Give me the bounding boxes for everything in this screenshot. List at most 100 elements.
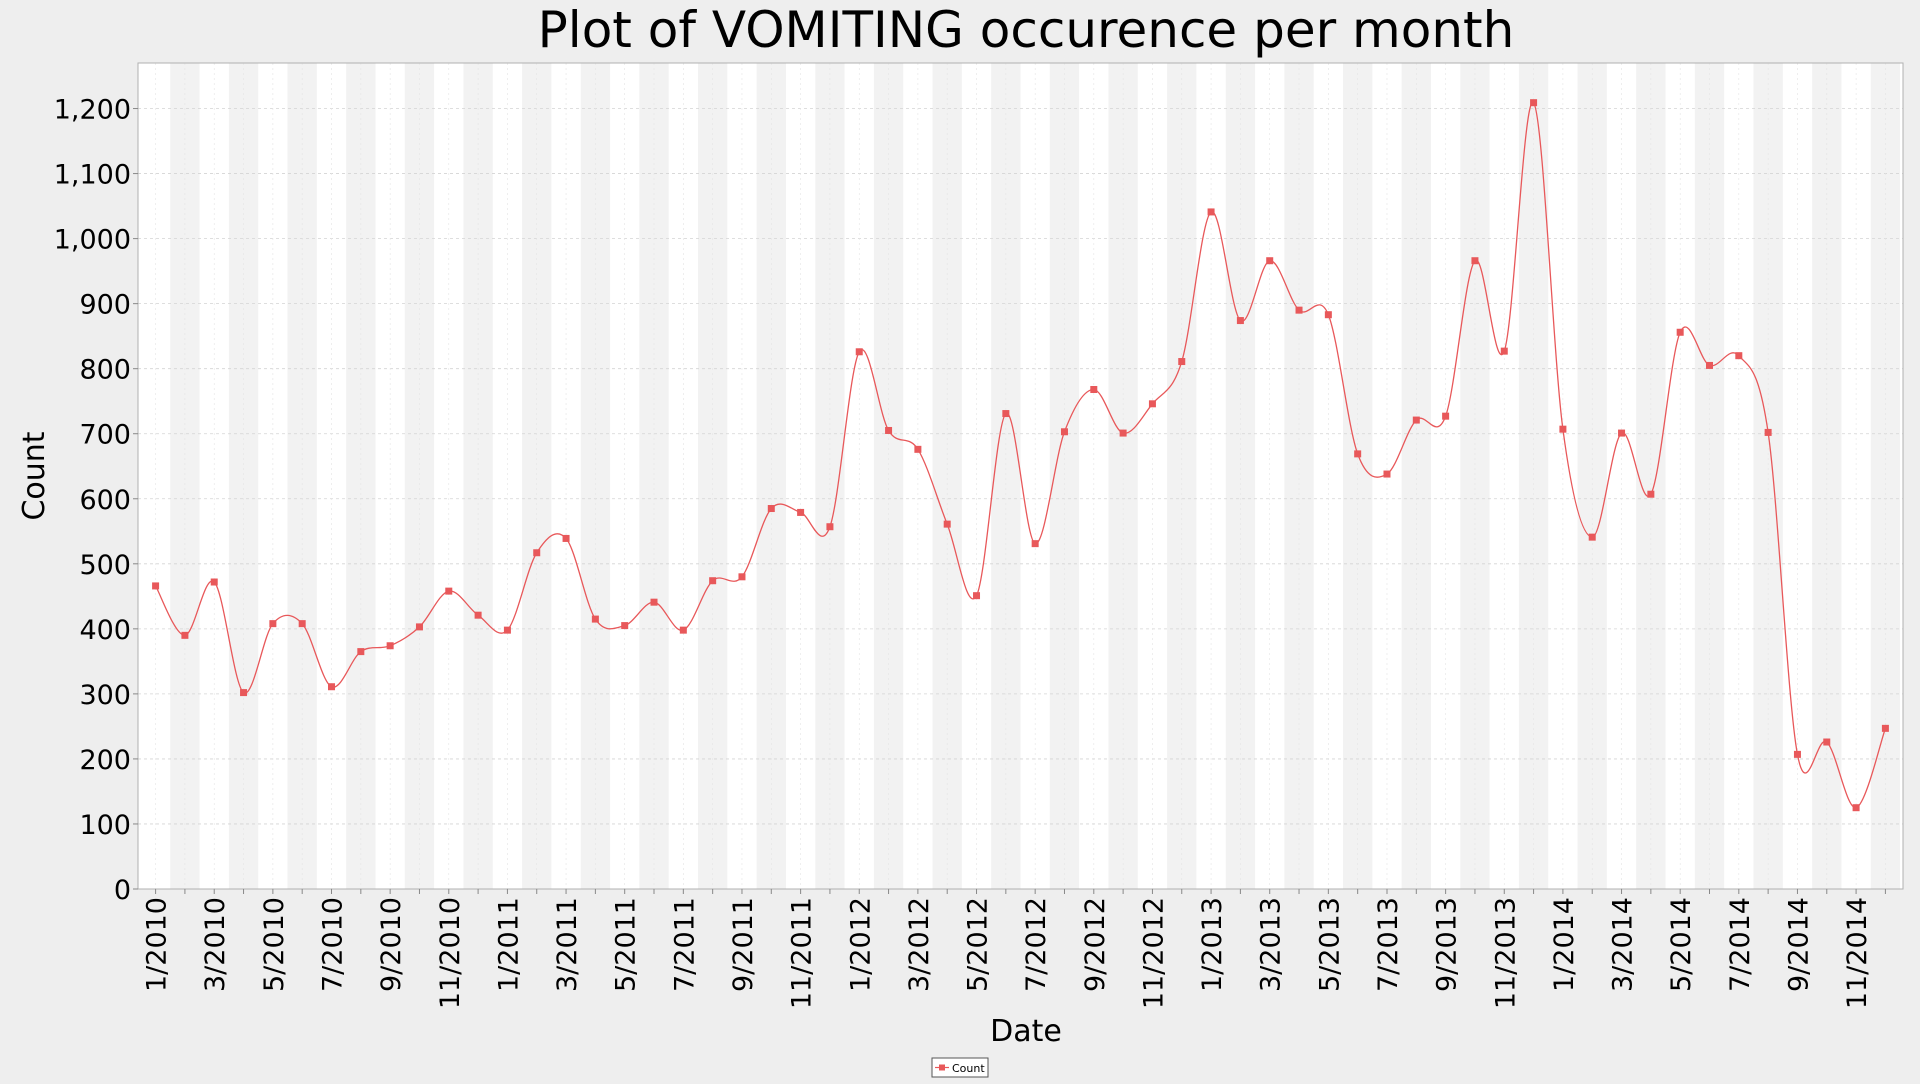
data-point [1618, 429, 1626, 437]
data-point [679, 626, 687, 634]
month-band [580, 63, 611, 889]
y-tick-label: 0 [114, 875, 131, 906]
data-point [1236, 317, 1244, 325]
data-point [1588, 533, 1596, 541]
legend-label: Count [952, 1062, 985, 1075]
month-band [170, 63, 200, 889]
data-point [767, 505, 775, 513]
x-tick-label: 5/2013 [1314, 897, 1345, 992]
x-tick-label: 11/2014 [1842, 897, 1873, 1009]
month-band [1694, 63, 1725, 889]
x-tick-label: 9/2012 [1080, 897, 1111, 992]
month-band [463, 63, 493, 889]
y-tick-label: 600 [79, 485, 131, 516]
data-point [1676, 328, 1684, 336]
x-tick-label: 5/2012 [963, 897, 994, 992]
y-axis-ticks: 0 100 200 300 400 500 600 700 800 900 1,000 1,100 1,… [54, 95, 138, 906]
data-point [826, 523, 834, 531]
data-point [943, 520, 951, 528]
data-point [1324, 311, 1332, 319]
x-tick-label: 3/2014 [1608, 897, 1639, 992]
x-tick-label: 1/2014 [1549, 897, 1580, 992]
data-point [1207, 208, 1215, 216]
x-tick-label: 1/2011 [493, 897, 524, 992]
month-band [1460, 63, 1490, 889]
data-point [503, 626, 511, 634]
data-point [1178, 358, 1186, 366]
data-point [328, 683, 336, 691]
data-point [1383, 470, 1391, 478]
month-band [228, 63, 259, 889]
x-tick-label: 7/2010 [318, 897, 349, 992]
data-point [1412, 416, 1420, 424]
data-point [562, 534, 570, 542]
data-point [709, 577, 717, 585]
month-band [1225, 63, 1256, 889]
data-point [855, 348, 863, 356]
month-band [404, 63, 435, 889]
data-point [1295, 306, 1303, 314]
y-axis-label: Count [17, 431, 52, 520]
x-tick-label: 7/2012 [1021, 897, 1052, 992]
data-point [240, 689, 248, 697]
x-tick-label: 5/2014 [1666, 897, 1697, 992]
data-point [1266, 257, 1274, 265]
legend-marker-swatch [939, 1064, 945, 1071]
month-band [873, 63, 904, 889]
data-point [357, 648, 365, 656]
data-point [269, 620, 277, 628]
month-band [1343, 63, 1373, 889]
x-tick-label: 7/2013 [1373, 897, 1404, 992]
data-point [210, 578, 218, 586]
data-point [1881, 724, 1889, 732]
month-band [287, 63, 317, 889]
y-tick-label: 400 [79, 615, 131, 646]
data-point [650, 598, 658, 606]
data-point [738, 573, 746, 581]
x-tick-label: 3/2012 [904, 897, 935, 992]
data-point [885, 426, 893, 434]
data-point [181, 631, 189, 639]
data-point [1060, 428, 1068, 436]
x-axis-ticks: 1/2010 3/2010 5/2010 7/2010 9/2010 11/2010 1/2… [142, 889, 1886, 1009]
y-tick-label: 900 [79, 290, 131, 321]
data-point [1530, 99, 1538, 107]
data-point [1148, 400, 1156, 408]
data-point [415, 623, 423, 631]
data-point [1852, 804, 1860, 812]
x-tick-label: 9/2010 [376, 897, 407, 992]
y-tick-label: 100 [79, 810, 131, 841]
month-band [1284, 63, 1314, 889]
data-point [1793, 750, 1801, 758]
data-point [1764, 428, 1772, 436]
data-point [152, 582, 160, 590]
data-point [1823, 738, 1831, 746]
month-band [1518, 63, 1549, 889]
data-point [1031, 540, 1039, 548]
y-tick-label: 300 [79, 680, 131, 711]
data-point [445, 587, 453, 595]
y-tick-label: 500 [79, 550, 131, 581]
x-tick-label: 9/2013 [1432, 897, 1463, 992]
data-point [1500, 347, 1508, 355]
y-tick-label: 800 [79, 355, 131, 386]
plot-border [137, 62, 1904, 890]
x-tick-label: 11/2011 [787, 897, 818, 1009]
data-point [386, 642, 394, 650]
y-tick-label: 1,200 [54, 95, 131, 126]
month-band [1870, 63, 1901, 889]
x-tick-label: 7/2011 [669, 897, 700, 992]
x-tick-label: 3/2010 [200, 897, 231, 992]
month-band [1753, 63, 1783, 889]
data-point [797, 508, 805, 516]
chart-title: Plot of VOMITING occurence per month [538, 1, 1515, 59]
month-band [1401, 63, 1431, 889]
month-band [756, 63, 786, 889]
month-band [1636, 63, 1666, 889]
data-point [1559, 425, 1567, 433]
x-tick-label: 5/2010 [259, 897, 290, 992]
data-point [1119, 429, 1127, 437]
x-tick-label: 11/2012 [1138, 897, 1169, 1009]
